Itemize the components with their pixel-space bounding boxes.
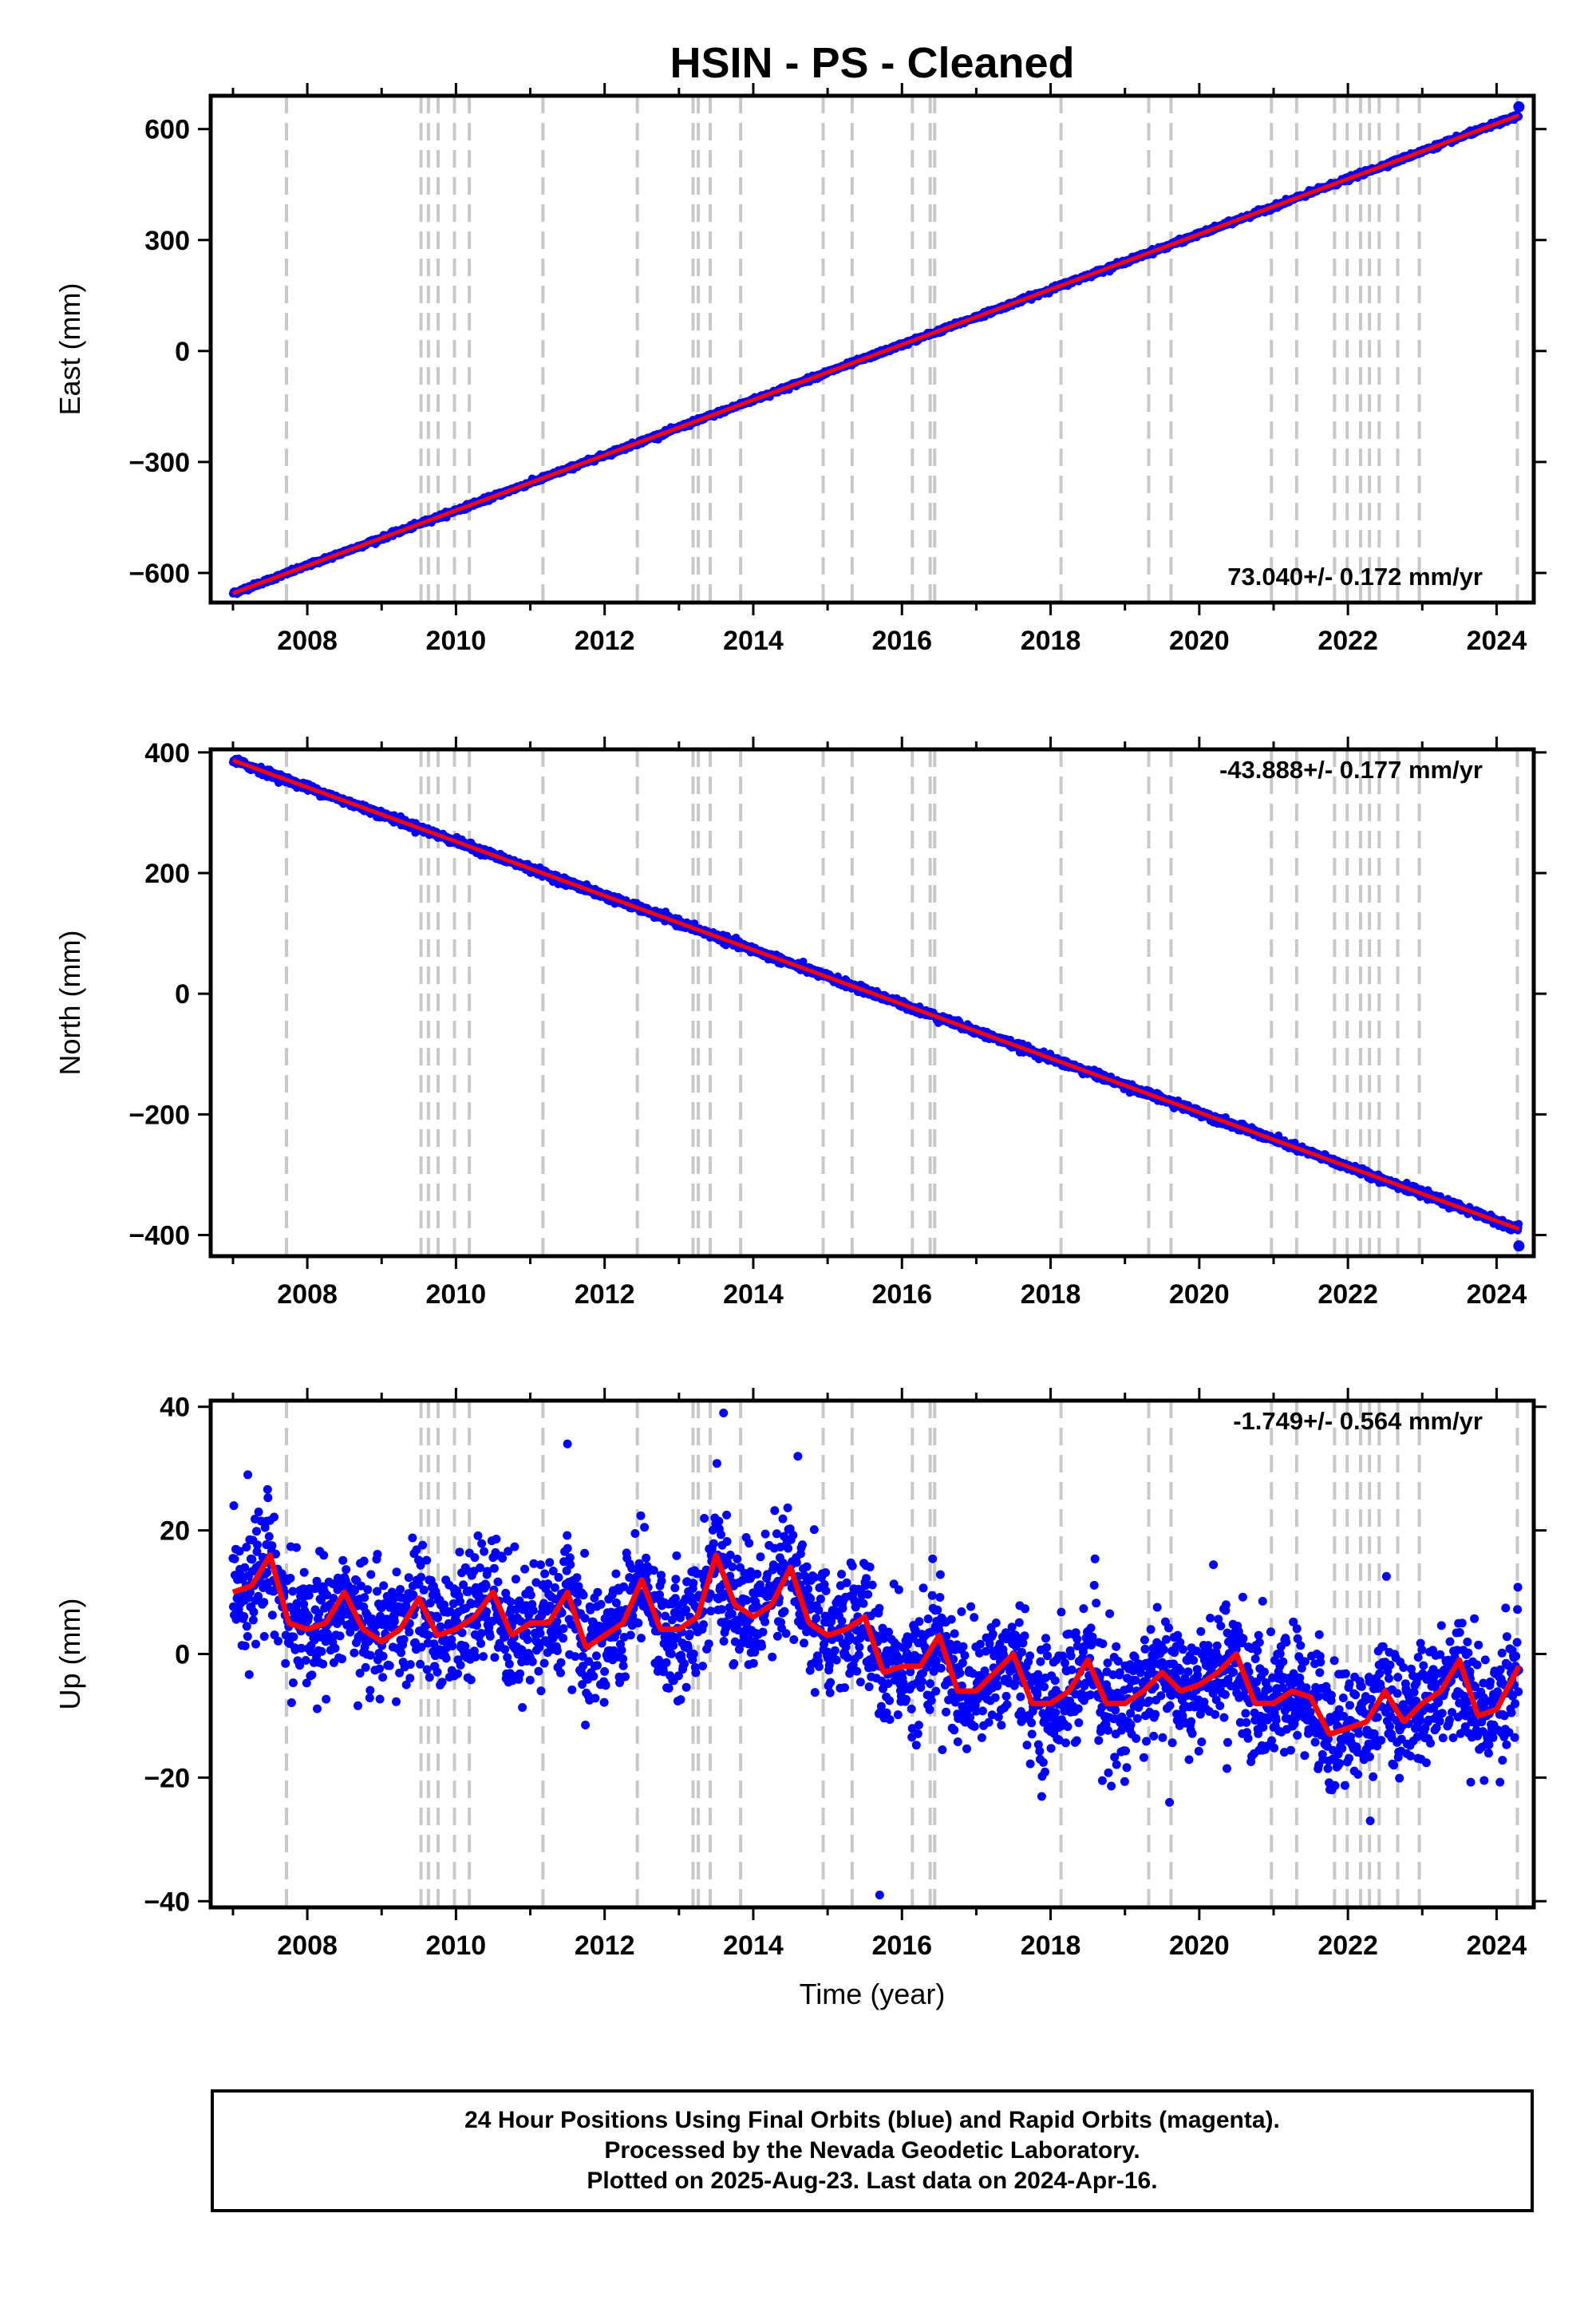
model-line xyxy=(232,113,1520,595)
east-panel: −600 −300 0 300 600 2008 2010 2012 2014 2016 2018 2… xyxy=(53,83,1547,656)
x-tick-label: 2016 xyxy=(871,626,932,656)
x-tick-label: 2014 xyxy=(723,626,784,656)
velocity-label: 73.040+/- 0.172 mm/yr xyxy=(1227,563,1483,591)
x-tick-label: 2008 xyxy=(277,626,338,656)
x-tick-label: 2020 xyxy=(1169,626,1230,656)
chart-title: HSIN - PS - Cleaned xyxy=(670,39,1074,87)
x-tick-label: 2010 xyxy=(426,626,487,656)
y-tick-label: 0 xyxy=(175,337,190,367)
y-tick-label: −600 xyxy=(128,559,190,589)
x-tick-label: 2024 xyxy=(1467,626,1527,656)
x-tick-label: 2018 xyxy=(1021,626,1081,656)
x-tick-label: 2012 xyxy=(575,626,635,656)
x-tick-label: 2022 xyxy=(1317,626,1378,656)
data-point xyxy=(1513,101,1525,113)
y-tick-label: 600 xyxy=(144,115,190,145)
y-tick-label: −300 xyxy=(128,448,190,478)
y-axis-label: East (mm) xyxy=(53,283,86,416)
y-tick-label: 300 xyxy=(144,226,190,256)
